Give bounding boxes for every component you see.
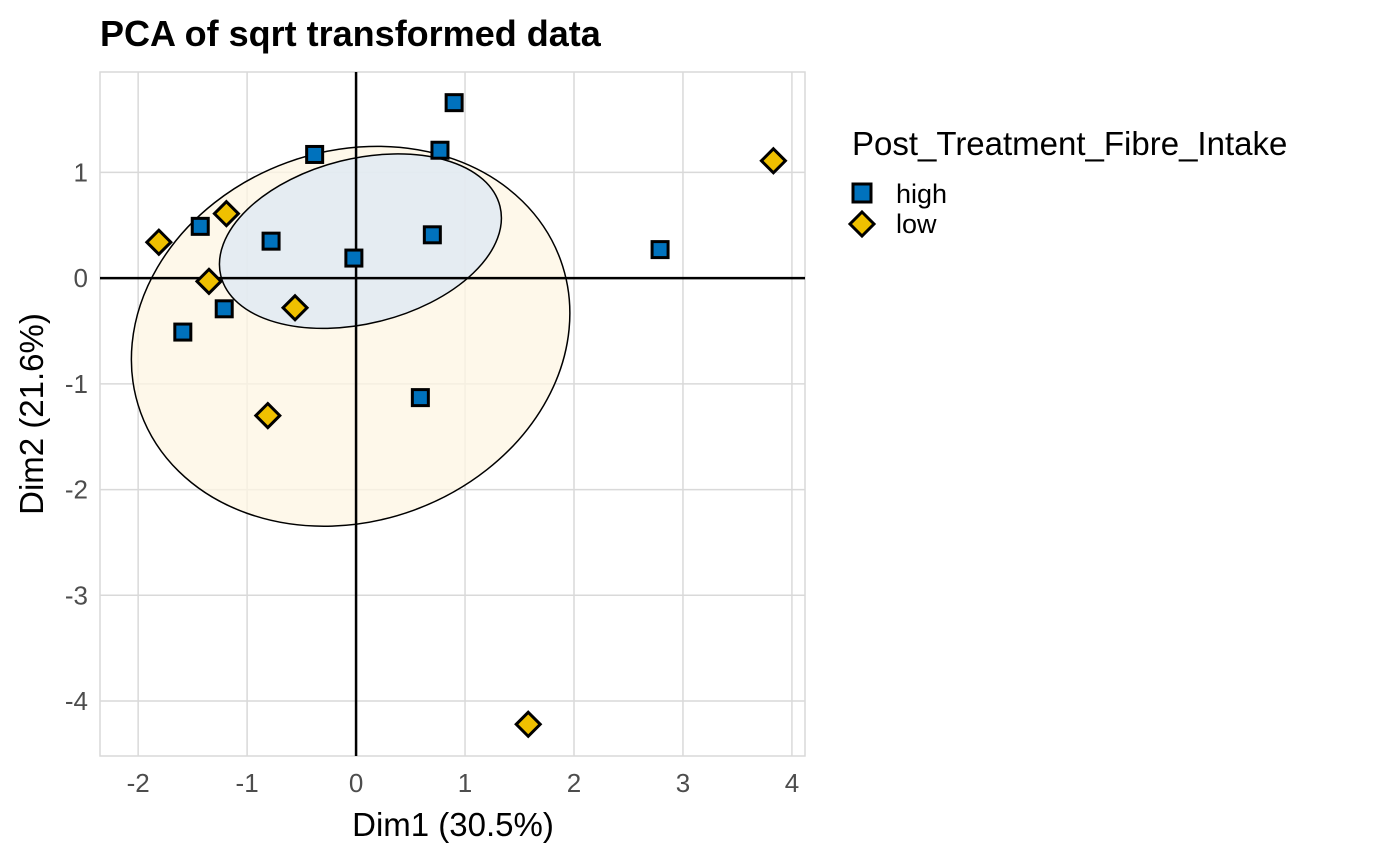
y-axis-title: Dim2 (21.6%) xyxy=(13,313,50,515)
point-high xyxy=(444,93,464,113)
plot-border xyxy=(99,71,806,757)
legend-key-low-icon xyxy=(847,209,877,239)
point-low xyxy=(253,401,282,430)
point-high xyxy=(214,299,234,319)
ellipse-high xyxy=(218,153,503,330)
chart-title: PCA of sqrt transformed data xyxy=(100,13,602,54)
y-tick-label: -4 xyxy=(65,686,88,716)
point-high xyxy=(422,225,442,245)
data-points xyxy=(144,93,788,739)
y-tick-label: -1 xyxy=(65,369,88,399)
point-low xyxy=(212,199,241,228)
point-high xyxy=(430,140,450,160)
point-low xyxy=(194,267,224,296)
point-high xyxy=(650,240,670,260)
x-tick-label: 2 xyxy=(567,768,581,798)
point-low xyxy=(280,293,310,322)
x-tick-label: 1 xyxy=(458,768,472,798)
point-low xyxy=(514,710,543,739)
x-axis-title: Dim1 (30.5%) xyxy=(352,806,554,843)
point-high xyxy=(410,388,430,408)
point-high xyxy=(190,216,210,236)
x-tick-label: -1 xyxy=(236,768,259,798)
y-tick-label: 0 xyxy=(74,263,88,293)
legend: Post_Treatment_Fibre_Intake high low xyxy=(847,125,1287,239)
legend-label-low: low xyxy=(896,209,937,239)
legend-key-high-icon xyxy=(851,182,873,204)
point-low xyxy=(759,146,788,175)
legend-label-high: high xyxy=(896,179,947,209)
legend-title: Post_Treatment_Fibre_Intake xyxy=(852,125,1287,162)
point-high xyxy=(173,322,193,342)
confidence-ellipses xyxy=(130,145,571,527)
point-low xyxy=(144,228,173,257)
y-tick-label: -3 xyxy=(65,580,88,610)
x-tick-label: 0 xyxy=(349,768,363,798)
y-tick-label: 1 xyxy=(74,157,88,187)
point-high xyxy=(261,231,281,251)
y-tick-labels: -4 -3 -2 -1 0 1 xyxy=(65,157,88,716)
x-tick-label: 4 xyxy=(785,768,799,798)
x-tick-labels: -2 -1 0 1 2 3 4 xyxy=(127,768,800,798)
y-tick-label: -2 xyxy=(65,475,88,505)
point-high xyxy=(344,248,364,268)
point-high xyxy=(305,144,325,164)
x-tick-label: -2 xyxy=(127,768,150,798)
x-tick-label: 3 xyxy=(676,768,690,798)
